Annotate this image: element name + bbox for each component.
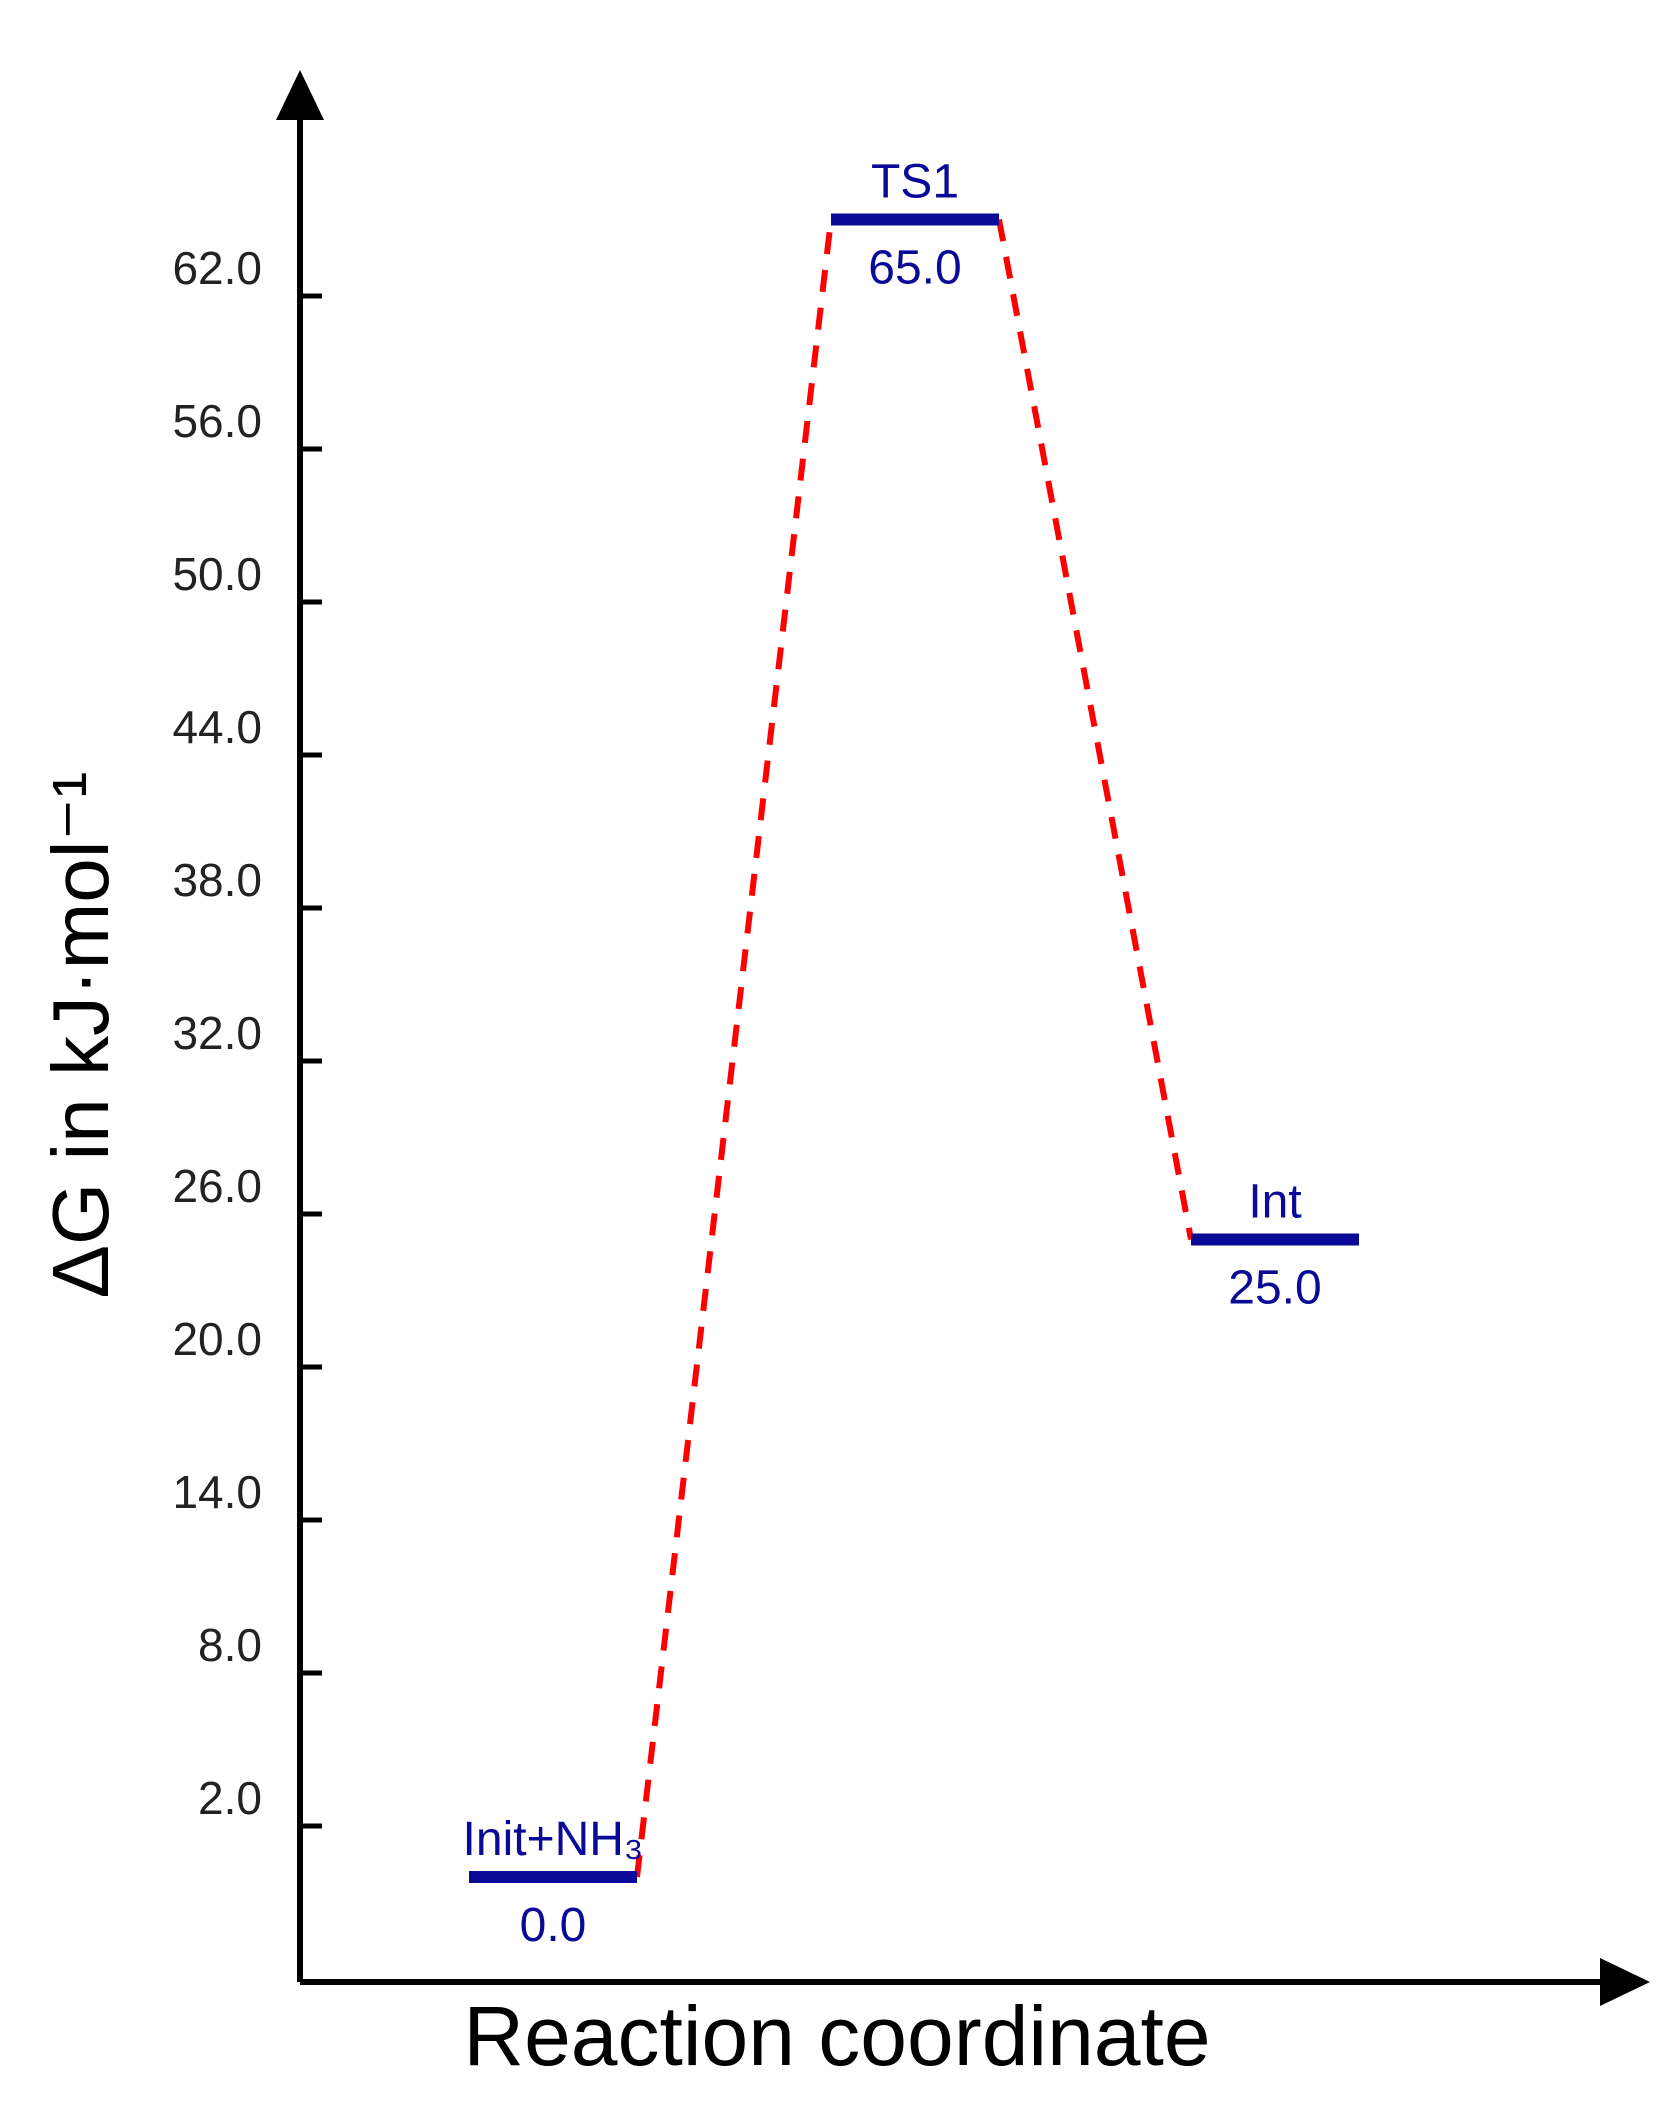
- connectors: [634, 218, 1194, 1878]
- energy-level-value: 65.0: [868, 242, 961, 295]
- x-axis-arrow: [1600, 1958, 1650, 2006]
- y-tick-label: 62.0: [172, 242, 262, 294]
- energy-level-name: Int: [1248, 1176, 1301, 1229]
- y-tick-label: 38.0: [172, 854, 262, 906]
- energy-levels: Init+NH₃ 0.0 TS1 65.0 Int 25.0: [463, 156, 1359, 1952]
- energy-level-name: TS1: [871, 156, 959, 209]
- y-tick-label: 50.0: [172, 548, 262, 600]
- y-axis-arrow: [276, 70, 324, 120]
- energy-level-value: 0.0: [520, 1899, 587, 1952]
- y-tick-label: 32.0: [172, 1007, 262, 1059]
- axes: [276, 70, 1650, 2006]
- x-axis-label: Reaction coordinate: [463, 1989, 1210, 2083]
- y-tick-label: 8.0: [198, 1619, 262, 1671]
- y-tick-label: 26.0: [172, 1160, 262, 1212]
- y-axis-label: ΔG in kJ·mol⁻¹: [36, 772, 125, 1299]
- y-tick-label: 56.0: [172, 395, 262, 447]
- y-tick-label: 14.0: [172, 1466, 262, 1518]
- y-tick-label: 44.0: [172, 701, 262, 753]
- y-tick-label: 20.0: [172, 1313, 262, 1365]
- connector-line: [996, 218, 1194, 1241]
- y-ticks: 2.0 8.0 14.0 20.0 26.0 32.0 38.0 44.0 50.0 56.0 62…: [172, 242, 322, 1829]
- y-tick-label: 2.0: [198, 1772, 262, 1824]
- connector-line: [634, 219, 834, 1878]
- energy-level-name: Init+NH₃: [463, 1813, 644, 1866]
- energy-level-value: 25.0: [1228, 1262, 1321, 1315]
